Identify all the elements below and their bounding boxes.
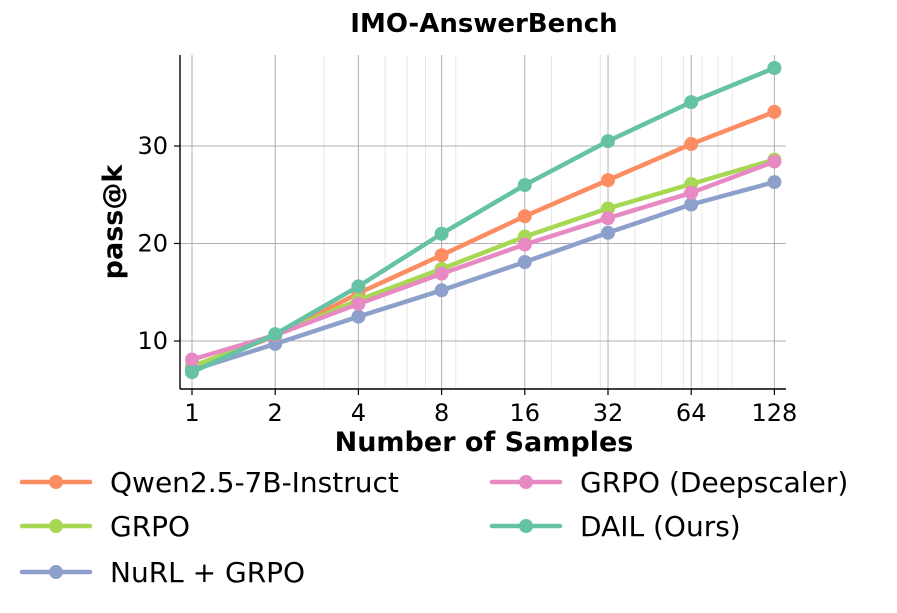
series-group (185, 61, 782, 380)
data-point (767, 61, 782, 75)
legend-item: Qwen2.5-7B-Instruct (19, 466, 399, 499)
data-point (684, 95, 699, 110)
x-tick-label: 4 (351, 399, 366, 427)
x-tick-label: 2 (268, 399, 283, 427)
data-point (434, 226, 449, 241)
data-point (601, 134, 615, 149)
data-point (767, 175, 782, 190)
data-point (185, 365, 199, 380)
legend-item: NuRL + GRPO (19, 556, 305, 589)
legend-label: GRPO (110, 510, 190, 543)
chart-title: IMO-AnswerBench (350, 9, 617, 39)
data-point (185, 352, 199, 367)
x-tick-label: 8 (434, 399, 449, 427)
series-line (189, 65, 777, 375)
legend-item: GRPO (Deepscaler) (489, 466, 848, 499)
x-tick-label: 64 (676, 399, 707, 427)
legend-label: GRPO (Deepscaler) (580, 466, 848, 499)
data-point (601, 201, 615, 216)
legend: Qwen2.5-7B-Instruct GRPO NuRL + GRPO GRPO (… (19, 466, 848, 589)
data-point (434, 266, 449, 281)
data-point (351, 279, 366, 294)
x-axis-label: Number of Samples (335, 427, 634, 458)
x-tick-label: 1 (184, 399, 199, 427)
series-line (189, 179, 777, 373)
data-point (517, 178, 532, 192)
y-tick-label: 30 (137, 132, 168, 160)
data-point (601, 211, 615, 226)
x-tick-label: 16 (510, 399, 541, 427)
data-point (767, 154, 782, 169)
legend-marker (49, 475, 63, 489)
data-point (767, 104, 782, 119)
legend-marker (519, 519, 533, 533)
axes (179, 55, 786, 390)
legend-marker (519, 475, 533, 489)
legend-marker (49, 565, 63, 579)
data-point (684, 197, 699, 212)
data-point (601, 225, 615, 240)
data-point (517, 255, 532, 270)
y-tick-label: 20 (137, 230, 168, 258)
series-grpo-deepscaler (185, 154, 782, 367)
data-point (351, 296, 366, 311)
data-point (517, 209, 532, 224)
data-point (434, 283, 449, 298)
legend-label: DAIL (Ours) (580, 510, 741, 543)
series-nurl-grpo (185, 175, 782, 378)
legend-marker (49, 519, 63, 533)
grid (180, 55, 786, 389)
data-point (601, 173, 615, 188)
legend-item: GRPO (19, 510, 190, 543)
series-dail-ours (185, 61, 782, 380)
legend-label: Qwen2.5-7B-Instruct (110, 466, 399, 499)
y-axis-label: pass@k (98, 164, 129, 280)
y-tick-label: 10 (137, 327, 168, 355)
data-point (351, 309, 366, 324)
data-point (684, 137, 699, 152)
x-tick-label: 32 (593, 399, 624, 427)
data-point (268, 327, 283, 342)
legend-label: NuRL + GRPO (110, 556, 305, 589)
ticks: 1 2 4 8 16 32 64 128 10 20 30 (137, 132, 797, 427)
series-line (189, 159, 777, 362)
x-tick-label: 128 (751, 399, 797, 427)
data-point (684, 185, 699, 200)
legend-item: DAIL (Ours) (489, 510, 741, 543)
data-point (434, 248, 449, 263)
data-point (517, 237, 532, 252)
